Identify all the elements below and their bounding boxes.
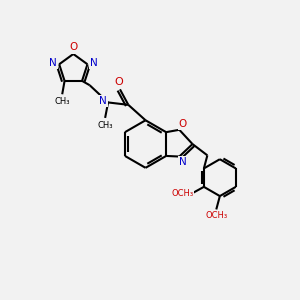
Text: CH₃: CH₃ — [98, 121, 113, 130]
Text: N: N — [99, 96, 106, 106]
Text: O: O — [179, 119, 187, 129]
Text: CH₃: CH₃ — [55, 97, 70, 106]
Text: O: O — [70, 43, 78, 52]
Text: OCH₃: OCH₃ — [205, 212, 227, 220]
Text: OCH₃: OCH₃ — [171, 189, 194, 198]
Text: N: N — [179, 158, 187, 167]
Text: N: N — [49, 58, 56, 68]
Text: N: N — [90, 58, 98, 68]
Text: O: O — [114, 77, 123, 87]
